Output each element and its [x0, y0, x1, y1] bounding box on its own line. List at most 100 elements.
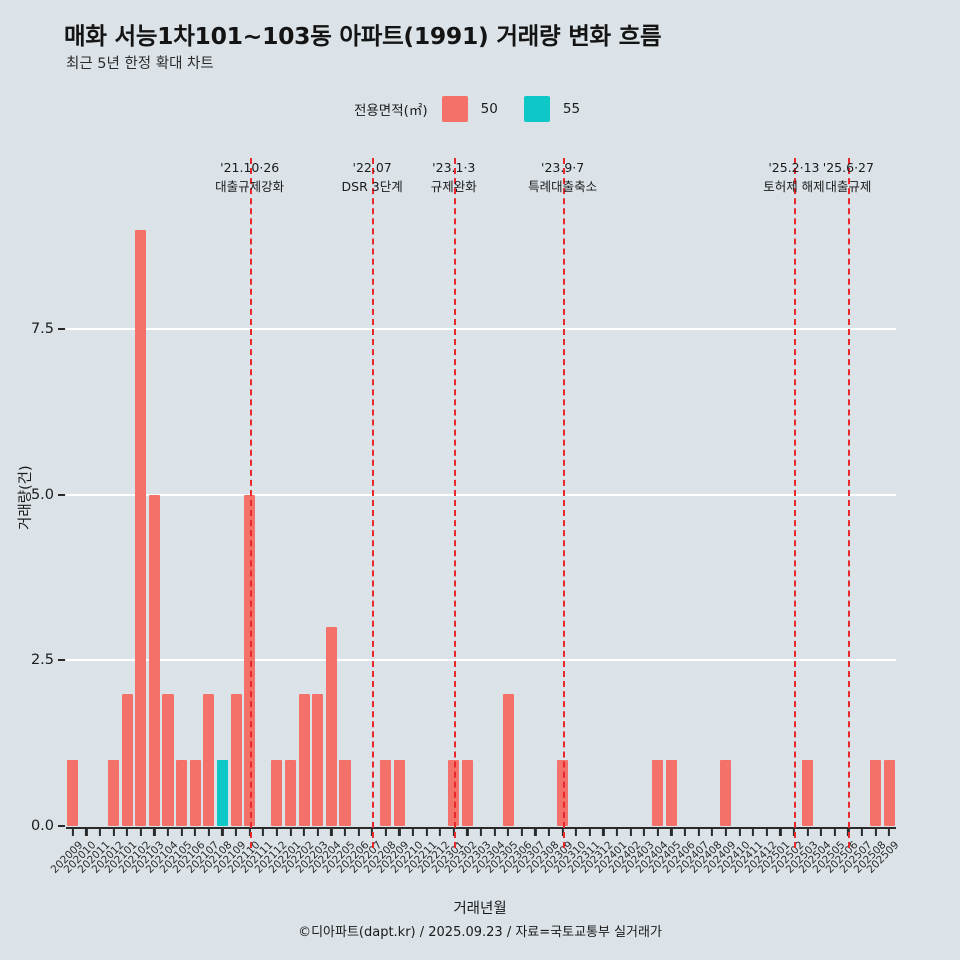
x-axis-tick-mark	[439, 827, 442, 836]
x-axis-tick-mark	[860, 827, 864, 836]
y-axis-tick-mark	[58, 825, 65, 827]
bar-202305[interactable]	[502, 693, 514, 826]
x-axis-tick-mark	[262, 827, 265, 836]
event-line-202110	[249, 158, 252, 848]
x-axis-tick-mark	[330, 827, 333, 836]
x-axis-tick-mark	[629, 827, 632, 836]
bar-202509[interactable]	[883, 759, 895, 826]
x-axis-tick-mark	[343, 827, 347, 836]
x-axis-tick-mark	[888, 827, 891, 836]
bar-202508[interactable]	[870, 759, 882, 826]
legend-item-50[interactable]: 50	[441, 96, 524, 122]
x-axis-tick-mark	[384, 827, 387, 836]
x-axis-tick-mark	[207, 827, 210, 836]
x-axis-tick-mark	[643, 827, 646, 836]
x-axis-tick-mark	[779, 827, 782, 836]
x-axis-tick-mark	[738, 827, 741, 836]
bar-202302[interactable]	[461, 759, 473, 826]
x-axis-tick-mark	[724, 827, 727, 836]
y-axis-tick-mark	[58, 493, 65, 496]
event-date: '21.10·26	[220, 160, 280, 175]
event-label: 토허제 해제	[763, 179, 825, 195]
x-axis-tick-mark	[166, 827, 170, 836]
bar-202106[interactable]	[189, 759, 201, 826]
event-annotation-202502: '25.2·13 토허제 해제	[763, 158, 824, 197]
x-axis-tick-mark	[357, 827, 360, 836]
y-axis-tick-mark	[58, 328, 65, 331]
x-axis-tick-mark	[466, 827, 469, 836]
event-date: '25.2·13	[768, 160, 820, 175]
bar-202503[interactable]	[801, 759, 814, 826]
x-axis-tick-mark	[575, 827, 578, 836]
bar-202205[interactable]	[339, 759, 351, 826]
bar-202203[interactable]	[312, 693, 324, 826]
x-axis-tick-mark	[221, 827, 224, 836]
bar-202204[interactable]	[325, 627, 337, 826]
bar-202101[interactable]	[121, 693, 133, 826]
event-date: '23.9·7	[541, 160, 585, 175]
x-axis-tick-mark	[398, 827, 401, 836]
event-label: 규제완화	[430, 179, 477, 195]
x-axis-tick-mark	[98, 827, 102, 836]
x-axis-tick-mark	[85, 827, 88, 836]
y-axis-tick-label: 2.5	[30, 652, 54, 669]
x-axis-tick-mark	[493, 827, 496, 836]
bar-202107[interactable]	[203, 693, 215, 826]
x-axis-tick-mark	[507, 827, 510, 836]
bar-202109[interactable]	[230, 693, 242, 826]
bar-202209[interactable]	[393, 759, 405, 826]
x-axis-tick-mark	[194, 827, 197, 836]
x-axis-tick-mark	[711, 827, 714, 836]
event-annotation-202309: '23.9·7 특례대출축소	[528, 158, 597, 197]
legend-label-50: 50	[480, 101, 498, 117]
bar-202405[interactable]	[665, 759, 678, 826]
bar-202409[interactable]	[720, 759, 732, 826]
x-axis-tick-mark	[833, 827, 836, 836]
x-axis-tick-mark	[615, 827, 619, 836]
x-axis-tick-mark	[126, 827, 129, 836]
bar-202404[interactable]	[652, 759, 664, 826]
x-axis-tick-mark	[534, 827, 537, 836]
bar-202103[interactable]	[148, 494, 161, 826]
bar-202012[interactable]	[108, 759, 120, 826]
legend-swatch-50	[441, 96, 468, 122]
event-date: '22.07	[352, 160, 392, 175]
x-axis-tick-mark	[275, 827, 278, 836]
x-axis-tick-mark	[289, 827, 292, 836]
event-line-202506	[848, 158, 851, 848]
y-axis-tick-label: 5.0	[30, 486, 54, 503]
x-axis-tick-mark	[71, 827, 74, 836]
x-axis-tick-mark	[874, 827, 877, 836]
gridline	[66, 659, 896, 662]
y-axis-tick-mark	[58, 659, 65, 662]
event-annotation-202506: '25.6·27 대출규제	[823, 158, 874, 197]
chart-plot-area: 0.0 2.5 5.0 7.5 202009 202010 202011 202012 2021…	[31, 158, 902, 876]
x-axis-tick-mark	[411, 827, 415, 836]
bar-202108[interactable]	[216, 759, 229, 826]
bar-202104[interactable]	[162, 693, 174, 826]
event-label: 대출규제강화	[215, 179, 285, 195]
x-axis-tick-mark	[479, 827, 483, 836]
x-axis-tick-mark	[697, 827, 700, 836]
bar-202202[interactable]	[298, 693, 310, 826]
x-axis-tick-mark	[180, 827, 183, 836]
event-line-202301	[453, 158, 456, 848]
gridline	[66, 328, 896, 331]
bar-202105[interactable]	[176, 759, 188, 826]
page-subtitle: 최근 5년 한정 확대 차트	[66, 56, 214, 72]
bar-202009[interactable]	[67, 759, 79, 826]
bar-202112[interactable]	[271, 759, 283, 826]
x-axis-tick-mark	[670, 827, 673, 836]
event-label: 대출규제	[825, 179, 872, 195]
x-axis-tick-mark	[684, 827, 687, 836]
event-line-202309	[562, 158, 565, 848]
bar-202201[interactable]	[284, 759, 297, 826]
event-line-202502	[793, 158, 796, 848]
legend-item-55[interactable]: 55	[523, 96, 606, 122]
x-axis-tick-mark	[303, 827, 306, 836]
bar-202102[interactable]	[135, 229, 147, 826]
legend-label-55: 55	[562, 101, 581, 117]
bar-202208[interactable]	[380, 759, 392, 826]
legend-swatch-55	[523, 96, 550, 122]
chart-footer: ©디아파트(dapt.kr) / 2025.09.23 / 자료=국토교통부 실…	[298, 925, 662, 940]
